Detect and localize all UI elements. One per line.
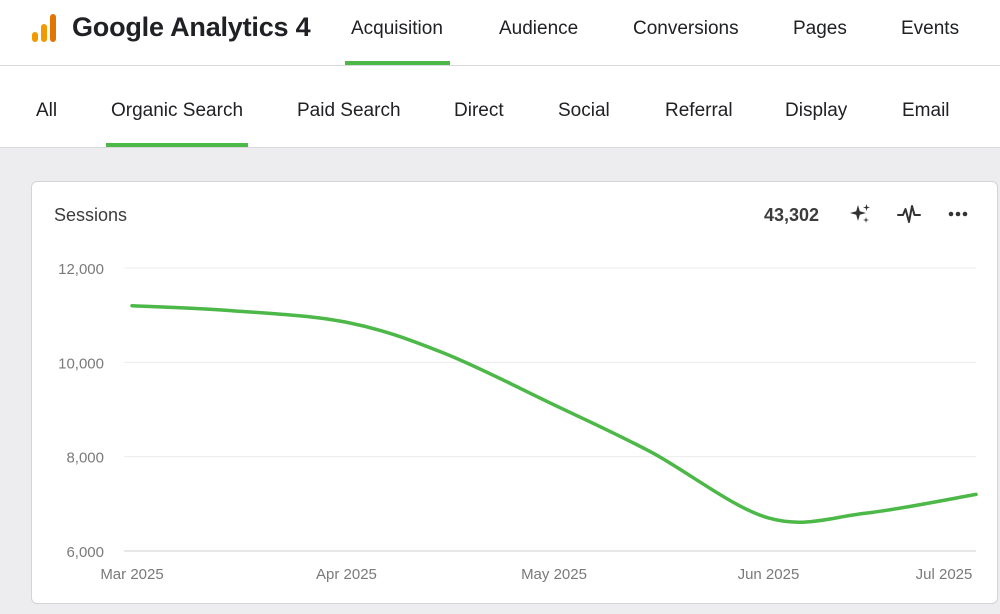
x-tick-label: May 2025 xyxy=(521,566,587,583)
tab-events[interactable]: Events xyxy=(901,18,960,39)
tab-pages[interactable]: Pages xyxy=(793,18,847,39)
tab-conversions[interactable]: Conversions xyxy=(633,18,739,39)
card-title: Sessions xyxy=(54,205,128,225)
x-tick-label: Apr 2025 xyxy=(316,566,377,583)
subtab-referral[interactable]: Referral xyxy=(665,100,733,121)
subtab-paid-search[interactable]: Paid Search xyxy=(297,100,401,121)
more-icon[interactable] xyxy=(946,202,970,226)
y-tick-label: 12,000 xyxy=(58,261,104,278)
active-subtab-indicator xyxy=(106,143,248,147)
subtab-social[interactable]: Social xyxy=(558,100,610,121)
y-tick-label: 10,000 xyxy=(58,355,104,372)
sessions-total: 43,302 xyxy=(763,205,819,225)
x-tick-label: Mar 2025 xyxy=(100,566,163,583)
sessions-card: Sessions 43,302 6,000 8,000 10,000 12,000 Ma… xyxy=(31,181,998,604)
channel-nav: All Organic Search Paid Search Direct So… xyxy=(0,66,1000,148)
subtab-display[interactable]: Display xyxy=(785,100,848,121)
sparkle-icon[interactable] xyxy=(848,202,872,226)
x-tick-label: Jul 2025 xyxy=(916,566,973,583)
sessions-line-chart: 6,000 8,000 10,000 12,000 Mar 2025 Apr 2025 Ma… xyxy=(58,261,978,583)
subtab-direct[interactable]: Direct xyxy=(454,100,504,121)
subtab-all[interactable]: All xyxy=(36,100,58,121)
analytics-logo-icon xyxy=(32,14,56,42)
sessions-series-line xyxy=(130,303,978,524)
subtab-organic-search[interactable]: Organic Search xyxy=(111,100,244,121)
y-tick-label: 8,000 xyxy=(66,450,104,467)
pulse-icon[interactable] xyxy=(897,202,921,226)
top-bar: Google Analytics 4 Acquisition Audience … xyxy=(0,0,1000,66)
tab-acquisition[interactable]: Acquisition xyxy=(351,18,443,39)
x-tick-label: Jun 2025 xyxy=(738,566,800,583)
y-tick-label: 6,000 xyxy=(66,544,104,561)
active-tab-indicator xyxy=(345,61,450,65)
subtab-email[interactable]: Email xyxy=(902,100,950,121)
app-title: Google Analytics 4 xyxy=(72,12,311,42)
tab-audience[interactable]: Audience xyxy=(499,18,579,39)
